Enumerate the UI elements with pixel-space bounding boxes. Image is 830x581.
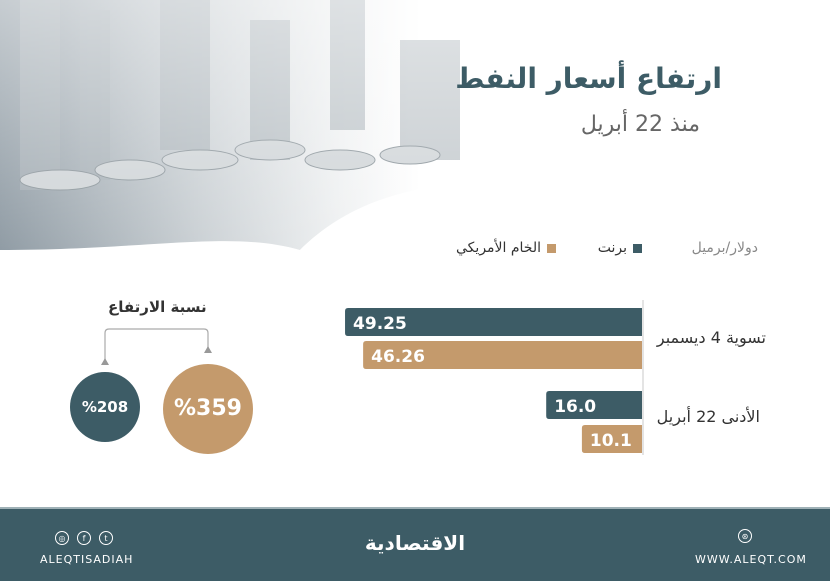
facebook-icon[interactable]: f bbox=[77, 531, 91, 545]
social-handle[interactable]: ALEQTISADIAH bbox=[40, 553, 134, 566]
instagram-icon[interactable]: ◎ bbox=[55, 531, 69, 545]
bar-value-label: 49.25 bbox=[353, 314, 407, 334]
bar-value-label: 10.1 bbox=[590, 431, 632, 451]
brent-increase-circle bbox=[70, 372, 140, 442]
category-label: تسوية 4 ديسمبر bbox=[656, 328, 766, 347]
unit-label: دولار/برميل bbox=[691, 240, 758, 256]
brent-increase-value: %208 bbox=[81, 398, 129, 416]
increase-title: نسبة الارتفاع bbox=[108, 298, 207, 316]
chart-subtitle: منذ 22 أبريل bbox=[580, 112, 700, 137]
category-label: الأدنى 22 أبريل bbox=[656, 407, 760, 426]
wti-increase-circle bbox=[163, 364, 253, 454]
legend-label: برنت bbox=[597, 240, 627, 256]
web-icon: ⊛ bbox=[738, 529, 752, 543]
legend-label: الخام الأمريكي bbox=[456, 240, 541, 256]
footer: ◎ f t ALEQTISADIAH الاقتصادية ⊛ WWW.ALEQ… bbox=[0, 507, 830, 581]
bar-wti bbox=[363, 341, 643, 369]
website-link[interactable]: WWW.ALEQT.COM bbox=[695, 553, 807, 566]
legend-swatch-brent bbox=[633, 243, 642, 253]
legend-brent: برنت bbox=[598, 240, 642, 256]
bar-wti bbox=[581, 425, 643, 453]
chart-title: ارتفاع أسعار النفط bbox=[455, 62, 722, 95]
legend-swatch-wti bbox=[547, 243, 556, 253]
header-image bbox=[0, 0, 830, 260]
bar-value-label: 16.0 bbox=[554, 397, 596, 417]
twitter-icon[interactable]: t bbox=[99, 531, 113, 545]
wti-increase-value: %359 bbox=[174, 396, 242, 421]
bar-brent bbox=[546, 391, 643, 419]
legend-wti: الخام الأمريكي bbox=[456, 240, 556, 256]
bar-brent bbox=[345, 308, 643, 336]
bar-value-label: 46.26 bbox=[371, 347, 425, 367]
logo: الاقتصادية bbox=[364, 531, 466, 555]
